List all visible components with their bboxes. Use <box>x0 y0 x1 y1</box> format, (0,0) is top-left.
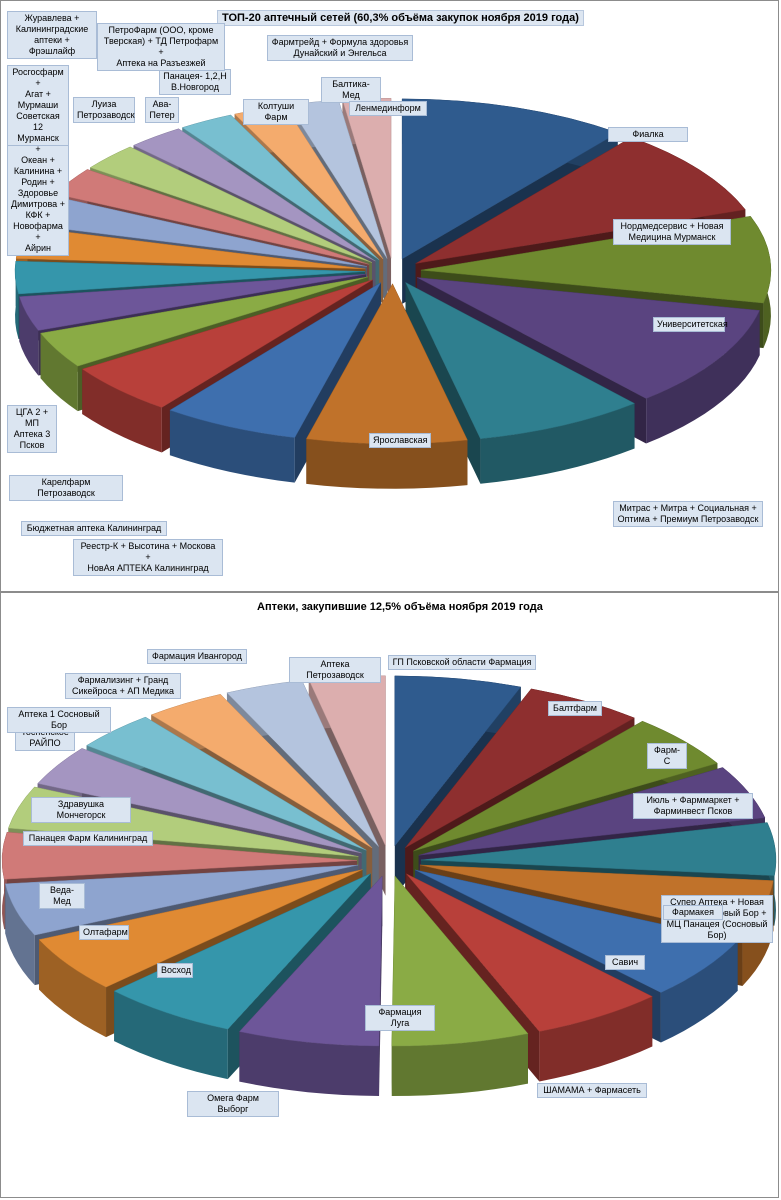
slice-label: Ава- Петер <box>145 97 179 123</box>
slice-label: Фармализинг + Гранд Сикейроса + АП Медик… <box>65 673 181 699</box>
slice-label: Реестр-К + Высотина + Москова + НовАя АП… <box>73 539 223 576</box>
slice-label: Университетская <box>653 317 728 332</box>
slice-label: Ленмединформ <box>349 101 427 116</box>
slice-label: Луиза Петрозаводск <box>73 97 135 123</box>
slice-label: Нордмедсервис + Новая Медицина Мурманск <box>613 219 731 245</box>
slice-label: Фарм-С <box>647 743 687 769</box>
pharmacies-chart-panel: Аптеки, закупившие 12,5% объёма ноября 2… <box>0 592 779 1198</box>
slice-label: Здравушка Мончегорск <box>31 797 131 823</box>
chart-title: ТОП-20 аптечный сетей (60,3% объёма заку… <box>217 10 584 26</box>
slice-label: Аптека 1 Сосновый Бор <box>7 707 111 733</box>
slice-label: Ярославская <box>369 433 431 448</box>
slice-label: ПетроФарм (ООО, кроме Тверская) + ТД Пет… <box>97 23 225 71</box>
top20-chart-panel: ТОП-20 аптечный сетей (60,3% объёма заку… <box>0 0 779 592</box>
slice-label: Фармтрейд + Формула здоровья Дунайский и… <box>267 35 413 61</box>
slice-label: Колтуши Фарм <box>243 99 309 125</box>
slice-label: Балтфарм <box>548 701 602 716</box>
slice-label: Восход <box>157 963 193 978</box>
slice-label: Сити-Фарм + Океан + Калинина + Родин + З… <box>7 131 69 256</box>
slice-label: Савич <box>605 955 645 970</box>
pharmacies-pie-chart <box>1 675 777 1097</box>
slice-label: Омега Фарм Выборг <box>187 1091 279 1117</box>
pie-slice <box>391 875 529 1097</box>
chart-title: Аптеки, закупившие 12,5% объёма ноября 2… <box>257 601 543 613</box>
slice-label: ЦГА 2 + МП Аптека 3 Псков <box>7 405 57 453</box>
slice-label: ГП Псковской области Фармация <box>388 655 536 670</box>
pie-slice <box>238 875 383 1096</box>
slice-label: Митрас + Митра + Социальная + Оптима + П… <box>613 501 763 527</box>
slice-label: Июль + Фарммаркет + Фарминвест Псков <box>633 793 753 819</box>
slice-label: Балтика-Мед <box>321 77 381 103</box>
slice-label: ШАМАМА + Фармасеть <box>537 1083 647 1098</box>
slice-label: Панацея Фарм Калининград <box>23 831 153 846</box>
slice-label: Росгосфарм + Агат + Мурмаши Советская 12… <box>7 65 69 146</box>
slice-label: Фармация Луга <box>365 1005 435 1031</box>
slice-label: Аптека Петрозаводск <box>289 657 381 683</box>
slice-label: Журавлева + Калининградские аптеки + Фрэ… <box>7 11 97 59</box>
slice-label: Панацея- 1,2,Н В.Новгород <box>159 69 231 95</box>
pie-slice <box>305 283 468 489</box>
slice-label: Карелфарм Петрозаводск <box>9 475 123 501</box>
slice-label: Бюджетная аптека Калининград <box>21 521 167 536</box>
slice-label: Веда-Мед <box>39 883 85 909</box>
slice-label: Фармация Ивангород <box>147 649 247 664</box>
slice-label: Фармакея <box>663 905 723 920</box>
slice-label: Фиалка <box>608 127 688 142</box>
slice-label: Олтафарм <box>79 925 129 940</box>
